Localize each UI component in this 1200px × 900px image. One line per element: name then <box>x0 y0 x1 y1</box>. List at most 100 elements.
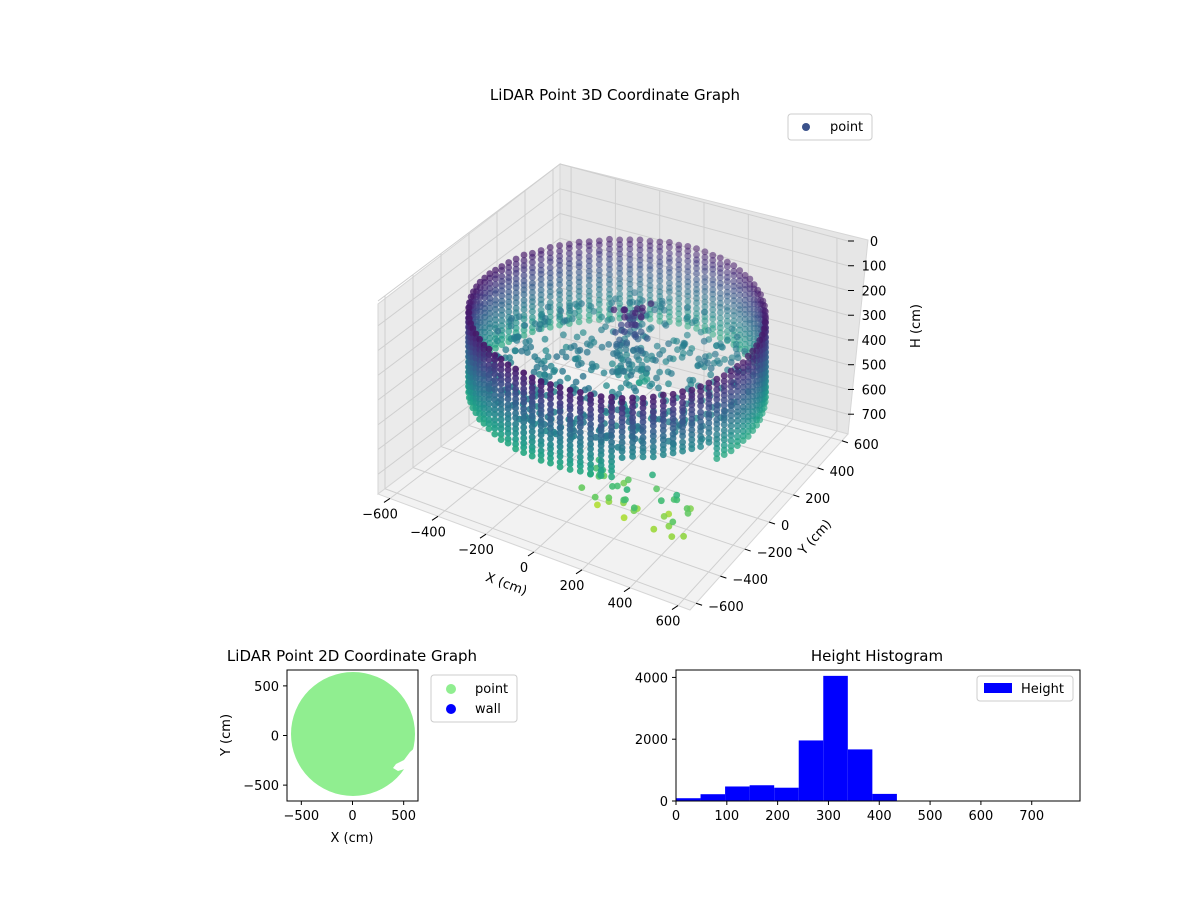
cloud-point <box>613 340 620 348</box>
x-tick-mark-3d <box>623 587 631 593</box>
cloud-point <box>528 428 536 435</box>
cloud-point <box>587 454 594 462</box>
cloud-point <box>669 410 677 418</box>
cloud-point <box>486 285 494 292</box>
cloud-point <box>512 294 520 302</box>
cloud-point <box>709 251 717 259</box>
cloud-point <box>528 393 536 401</box>
cloud-point <box>537 281 545 288</box>
cloud-point <box>486 324 494 331</box>
cloud-point <box>741 325 749 333</box>
cloud-point <box>547 459 554 467</box>
cloud-point <box>512 275 520 283</box>
cloud-point <box>633 299 641 307</box>
cloud-point <box>565 279 573 287</box>
x-tick-label-2d: −500 <box>283 809 319 824</box>
cloud-point <box>565 260 573 267</box>
cloud-point <box>659 436 667 444</box>
cloud-point <box>502 346 510 354</box>
cloud-point <box>597 431 605 439</box>
cloud-point <box>512 284 520 292</box>
x-tick-mark-3d <box>383 498 391 503</box>
cloud-point <box>612 329 619 336</box>
y-tick-label-2d: 0 <box>271 730 279 745</box>
cloud-point <box>659 391 667 399</box>
cloud-point <box>741 306 749 313</box>
cloud-point <box>467 293 475 301</box>
cloud-point <box>576 346 584 354</box>
cloud-point <box>701 303 709 311</box>
x-tick-label-histogram: 300 <box>816 809 841 824</box>
z-tick-label-3d: 700 <box>862 408 887 423</box>
cloud-point <box>636 251 644 259</box>
cloud-point <box>734 383 741 390</box>
cloud-point <box>620 306 628 314</box>
cloud-point <box>507 322 515 330</box>
z-tick-label-3d: 600 <box>862 383 887 398</box>
cloud-point <box>727 442 735 450</box>
cloud-point <box>734 378 741 385</box>
cloud-point <box>675 300 683 308</box>
cloud-point <box>620 514 628 522</box>
cloud-point <box>730 297 738 304</box>
grid-line <box>559 336 849 415</box>
cloud-point <box>537 291 545 299</box>
y-tick-label-histogram: 0 <box>660 795 668 810</box>
cloud-point <box>721 356 728 363</box>
cloud-point <box>710 359 718 367</box>
cloud-point <box>618 409 626 417</box>
legend-3d-label-point: point <box>830 120 863 135</box>
cloud-point <box>705 379 713 387</box>
cloud-point <box>515 313 523 321</box>
cloud-point <box>529 328 536 336</box>
cloud-point <box>649 453 657 461</box>
point-cloud-3d <box>465 235 769 540</box>
cloud-point <box>693 260 700 267</box>
cloud-point <box>572 300 579 308</box>
z-ticks-3d: 0 100 200 300 400 500 600 700 <box>848 235 886 423</box>
cloud-point <box>465 304 473 311</box>
cloud-point <box>720 441 728 449</box>
point-cloud-2d <box>291 672 415 796</box>
cloud-point <box>697 413 704 421</box>
cloud-point <box>730 282 738 290</box>
cloud-point <box>716 294 724 302</box>
cloud-point <box>537 441 545 449</box>
cloud-point <box>716 329 724 337</box>
cloud-point <box>629 429 636 436</box>
y-axis-label-3d: Y (cm) <box>795 517 835 559</box>
cloud-point <box>556 313 564 320</box>
cloud-point <box>504 371 512 379</box>
legend-2d-marker-point <box>446 684 456 694</box>
cloud-point <box>485 351 493 358</box>
cloud-point <box>744 398 752 405</box>
cloud-point <box>675 305 683 313</box>
cloud-point <box>618 454 626 461</box>
cloud-point <box>730 278 738 285</box>
cloud-point <box>716 254 724 262</box>
cloud-point <box>669 420 677 428</box>
cloud-point <box>736 321 744 329</box>
cloud-point <box>485 410 493 418</box>
cloud-point <box>512 260 520 268</box>
cloud-point <box>727 393 735 401</box>
z-tick-label-3d: 0 <box>870 235 878 250</box>
cloud-point <box>609 368 616 376</box>
cloud-point <box>585 317 593 324</box>
cloud-point <box>504 405 512 412</box>
chart-3d-title: LiDAR Point 3D Coordinate Graph <box>490 86 740 104</box>
cloud-point <box>537 261 545 269</box>
cloud-point <box>537 402 545 410</box>
cloud-point <box>709 270 717 278</box>
cloud-point <box>598 313 605 321</box>
cloud-point <box>530 368 538 376</box>
grid-line <box>559 163 849 242</box>
cloud-point <box>734 393 741 401</box>
cloud-point <box>736 286 744 294</box>
cloud-point <box>666 279 673 287</box>
cloud-point <box>724 336 731 344</box>
cloud-point <box>617 384 625 392</box>
cloud-point <box>656 351 663 358</box>
cloud-point <box>576 448 584 455</box>
cloud-point <box>626 304 634 312</box>
